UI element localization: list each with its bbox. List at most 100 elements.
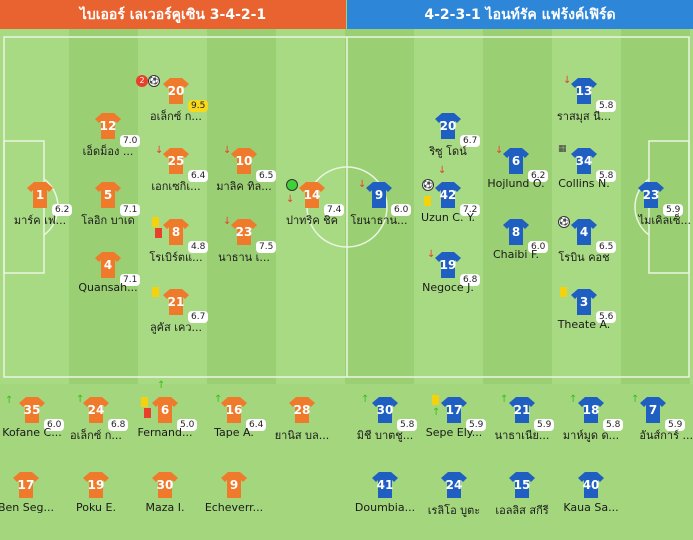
- shirt-number: 5: [103, 188, 113, 202]
- sub-in-arrow-icon: ↑: [5, 395, 14, 406]
- player-name: ราสมุส นี...: [556, 110, 612, 123]
- rating-badge: 6.7: [188, 311, 209, 323]
- sub-out-arrow-icon: ↓: [427, 249, 436, 260]
- player-home-5[interactable]: 5 7.1 โลอิก บาเด: [68, 181, 148, 245]
- shirt-icon: [95, 113, 121, 139]
- player-away-34[interactable]: ▦ 34 5.8 Collins N.: [544, 144, 624, 211]
- shirt-number: 13: [575, 84, 593, 98]
- sub-away-7[interactable]: ↑ 7 5.9 อันส์การ์ ...: [613, 395, 693, 460]
- sub-home-24[interactable]: ↑ 24 6.8 อเล็กซ์ ก...: [56, 395, 136, 460]
- rating-badge: 9.5: [188, 100, 209, 112]
- player-home-gk[interactable]: 1 6.2 มาร์ค เฟ...: [0, 181, 80, 245]
- red-card-icon: [144, 408, 151, 418]
- rating-badge: 6.0: [44, 419, 65, 431]
- shirt-number: 3: [579, 295, 589, 309]
- player-name: Doumbia...: [354, 501, 416, 514]
- sub-away-17[interactable]: ↑ 17 5.9 Sepe Ely...: [414, 395, 494, 460]
- player-home-21[interactable]: 21 6.7 ลูคัส เคว...: [136, 287, 216, 352]
- player-name: Maza I.: [145, 501, 185, 514]
- shirt-number: 9: [374, 188, 384, 202]
- shirt-number: 8: [171, 225, 181, 239]
- sub-away-41[interactable]: 41 Doumbia...: [345, 471, 425, 535]
- player-name: อันส์การ์ ...: [639, 429, 693, 442]
- sub-home-19[interactable]: 19 Poku E.: [56, 471, 136, 535]
- shirt-icon: [152, 397, 178, 423]
- player-home-14[interactable]: ↓ 14 7.4 ปาทริค ชิค: [272, 179, 352, 245]
- player-away-6[interactable]: ↓ 6 6.2 Hojlund O.: [476, 146, 556, 211]
- shirt-icon: [640, 397, 666, 423]
- sub-home-9[interactable]: 9 Echeverr...: [194, 471, 274, 535]
- player-away-gk[interactable]: 23 5.9 ไมเคิลเซ็...: [611, 181, 691, 245]
- sub-away-40[interactable]: 40 Kaua Sa...: [551, 471, 631, 535]
- shirt-icon: [95, 252, 121, 278]
- shirt-icon: [441, 397, 467, 423]
- sub-in-arrow-icon: ↑: [432, 407, 441, 418]
- player-name: โยนาธาน...: [350, 214, 408, 227]
- player-name: เอ็ดม็อง ...: [82, 145, 134, 158]
- player-away-4[interactable]: ⚽ 4 6.5 โรบิน คอช: [544, 216, 624, 282]
- sub-home-16[interactable]: ↑ 16 6.4 Tape A.: [194, 395, 274, 460]
- player-away-20[interactable]: 20 6.7 ริซู โดน์: [408, 112, 488, 176]
- player-name: มาลิค ทิล...: [216, 180, 272, 193]
- yellow-card-icon: [152, 287, 159, 297]
- sub-away-15[interactable]: 15 เอลลิส สกีรี: [482, 471, 562, 535]
- player-away-9[interactable]: ↓ 9 6.0 โยนาธาน...: [339, 180, 419, 245]
- player-away-13[interactable]: ↓ 13 5.8 ราสมุส นี...: [544, 76, 624, 141]
- shirt-icon: [571, 78, 597, 104]
- rating-badge: 5.9: [665, 419, 686, 431]
- player-name: Hojlund O.: [487, 177, 545, 190]
- sub-home-17[interactable]: 17 Ben Seg...: [0, 471, 66, 535]
- sub-home-35[interactable]: ↑ 35 6.0 Kofane C...: [0, 396, 72, 460]
- player-away-42[interactable]: ⚽ ↓ 42 7.2 Uzun C. Y.: [408, 166, 488, 245]
- sub-away-30[interactable]: ↑ 30 5.8 มิชี บาตชู...: [345, 395, 425, 460]
- sub-away-21[interactable]: ↑ 21 5.9 นาธาเนีย...: [482, 395, 562, 460]
- player-home-23[interactable]: ↓ 23 7.5 นาธาน เ...: [204, 217, 284, 282]
- player-home-4[interactable]: 4 7.1 Quansah...: [68, 251, 148, 315]
- sub-home-30[interactable]: 30 Maza I.: [125, 471, 205, 535]
- player-name: โลอิก บาเด: [81, 214, 135, 227]
- shirt-icon: [83, 472, 109, 498]
- player-away-19[interactable]: ↓ 19 6.8 Negoce J.: [408, 249, 488, 315]
- player-name: Fernand...: [137, 426, 193, 439]
- player-name: Collins N.: [558, 177, 610, 190]
- yellow-card-icon: [432, 395, 439, 405]
- player-name: Negoce J.: [422, 281, 474, 294]
- shirt-icon: [95, 182, 121, 208]
- yellow-card-icon: [141, 397, 148, 407]
- player-name: เอกเซกิเ...: [151, 180, 201, 193]
- sub-away-24[interactable]: 24 เรลิโอ บูตะ: [414, 471, 494, 535]
- player-home-12[interactable]: 12 7.0 เอ็ดม็อง ...: [68, 112, 148, 176]
- sub-home-28[interactable]: 28 ยานิส บล...: [262, 396, 342, 460]
- shirt-number: 23: [235, 225, 253, 239]
- player-home-25[interactable]: ↓ 25 6.4 เอกเซกิเ...: [136, 146, 216, 211]
- shirt-number: 30: [376, 403, 394, 417]
- rating-badge: 7.5: [256, 241, 277, 253]
- player-away-3[interactable]: 3 5.6 Theate A.: [544, 287, 624, 352]
- player-home-8[interactable]: 8 4.8 โรเบิร์ตแ...: [136, 217, 216, 282]
- shirt-icon: [221, 397, 247, 423]
- rating-badge: 5.8: [596, 100, 617, 112]
- player-name: ลูคัส เคว...: [149, 321, 203, 334]
- rating-badge: 6.5: [596, 241, 617, 253]
- goal-count-badge: 2: [136, 75, 148, 87]
- rating-badge: 6.5: [256, 170, 277, 182]
- player-name: Kofane C...: [2, 426, 62, 439]
- player-name: เรลิโอ บูตะ: [427, 504, 481, 517]
- home-team-header: ไบเออร์ เลเวอร์คูเซิน 3-4-2-1: [0, 0, 346, 29]
- sub-home-6[interactable]: ↑ 6 5.0 Fernand...: [125, 381, 205, 460]
- player-home-20[interactable]: 2 ⚽ 20 9.5 อเล็กซ์ ก...: [136, 75, 216, 141]
- rating-badge: 6.4: [246, 419, 267, 431]
- shirt-icon: [509, 472, 535, 498]
- shirt-number: 30: [156, 478, 174, 492]
- sub-away-18[interactable]: ↑ 18 5.8 มาห์มูด ด...: [551, 395, 631, 460]
- sub-in-arrow-icon: ↑: [157, 380, 166, 391]
- goal-net-icon: ▦: [558, 144, 567, 154]
- player-home-10[interactable]: ↓ 10 6.5 มาลิค ทิล...: [204, 146, 284, 211]
- shirt-number: 18: [582, 403, 600, 417]
- shirt-icon: [435, 113, 461, 139]
- player-away-8[interactable]: 8 6.0 Chaibi F.: [476, 218, 556, 282]
- shirt-number: 15: [513, 478, 531, 492]
- yellow-card-icon: [424, 196, 431, 206]
- rating-badge: 7.2: [460, 204, 481, 216]
- player-name: โรบิน คอช: [558, 251, 610, 264]
